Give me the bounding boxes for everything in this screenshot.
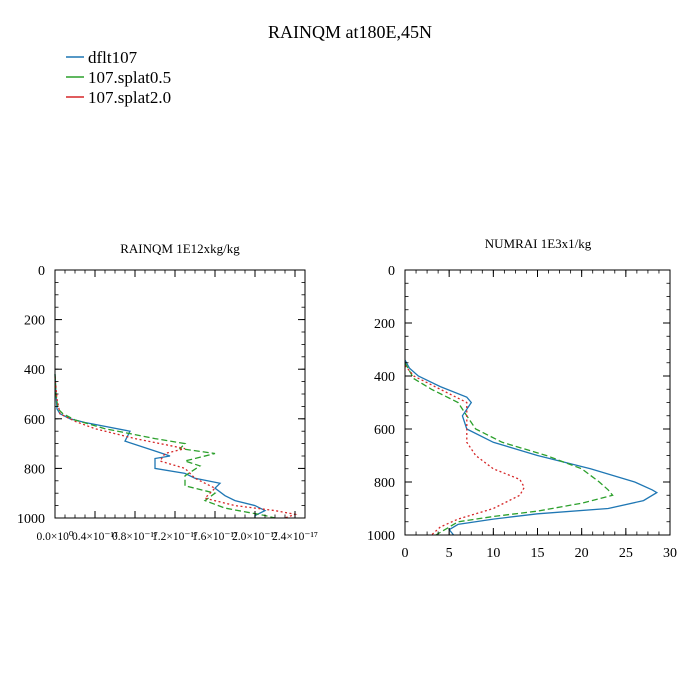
chart-rainqm: RAINQM 1E12xkg/kg 0 200 400 600 800 1000 0.0×1… (17, 241, 318, 543)
ytick-label-rainqm-2: 400 (24, 363, 45, 378)
legend-label-dflt107: dflt107 (88, 48, 138, 67)
series-line-numrai-2 (404, 364, 526, 536)
legend-item-dflt107: dflt107 (66, 48, 138, 67)
ytick-label-numrai-1: 200 (374, 317, 395, 332)
xtick-label-numrai-5: 25 (619, 546, 633, 561)
xtick-label-rainqm-6: 2.4×10⁻¹⁷ (272, 531, 318, 543)
xtick-label-numrai-0: 0 (402, 546, 409, 561)
ytick-label-numrai-4: 800 (374, 476, 395, 491)
xtick-label-numrai-2: 10 (486, 546, 500, 561)
xtick-label-numrai-6: 30 (663, 546, 677, 561)
series-line-numrai-1 (404, 362, 614, 536)
ytick-label-rainqm-1: 200 (24, 314, 45, 329)
series-line-rainqm-2 (54, 376, 298, 519)
xtick-label-numrai-1: 5 (446, 546, 453, 561)
ytick-label-rainqm-4: 800 (24, 462, 45, 477)
ytick-label-rainqm-0: 0 (38, 264, 45, 279)
ytick-label-numrai-0: 0 (388, 264, 395, 279)
chart-title-numrai: NUMRAI 1E3x1/kg (485, 236, 592, 251)
xtick-label-rainqm-2: 0.8×10⁻¹⁷ (112, 531, 158, 543)
legend-label-splat20: 107.splat2.0 (88, 88, 171, 107)
series-line-numrai-0 (404, 359, 659, 536)
xtick-label-rainqm-5: 2.0×10⁻¹⁷ (232, 531, 278, 543)
series-line-rainqm-1 (54, 374, 276, 519)
series-line-rainqm-0 (54, 374, 267, 518)
xtick-label-rainqm-1: 0.4×10⁻¹⁷ (72, 531, 118, 543)
ytick-label-rainqm-5: 1000 (17, 512, 45, 527)
legend-item-splat20: 107.splat2.0 (66, 88, 171, 107)
xtick-label-numrai-3: 15 (531, 546, 545, 561)
plot-frame-rainqm (54, 269, 306, 519)
legend-item-splat05: 107.splat0.5 (66, 68, 171, 87)
ytick-label-numrai-2: 400 (374, 370, 395, 385)
figure-title: RAINQM at180E,45N (268, 22, 432, 42)
ytick-label-numrai-3: 600 (374, 423, 395, 438)
ytick-label-rainqm-3: 600 (24, 413, 45, 428)
xtick-label-rainqm-3: 1.2×10⁻¹⁷ (152, 531, 198, 543)
xtick-label-numrai-4: 20 (575, 546, 589, 561)
chart-title-rainqm: RAINQM 1E12xkg/kg (120, 241, 240, 256)
xtick-label-rainqm-4: 1.6×10⁻¹⁷ (192, 531, 238, 543)
plot-frame-numrai (404, 269, 671, 536)
legend-label-splat05: 107.splat0.5 (88, 68, 171, 87)
chart-numrai: NUMRAI 1E3x1/kg 0 200 400 600 800 1000 0 5 10 15 2… (367, 236, 677, 561)
legend: dflt107 107.splat0.5 107.splat2.0 (66, 48, 171, 107)
ytick-label-numrai-5: 1000 (367, 529, 395, 544)
xtick-label-rainqm-0: 0.0×10⁰ (37, 531, 74, 543)
